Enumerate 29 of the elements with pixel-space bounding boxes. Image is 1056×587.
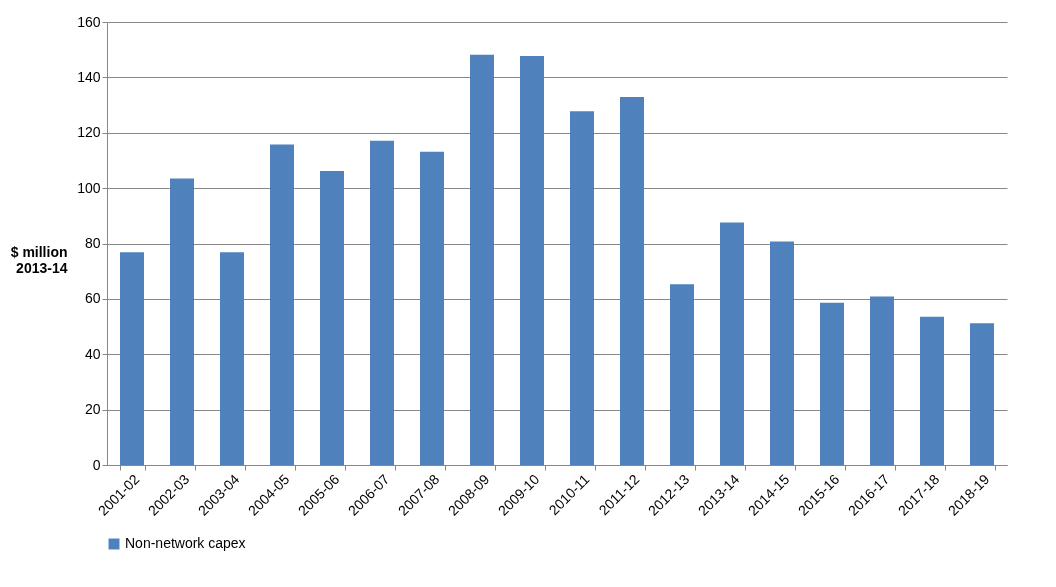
y-tick-label: 0: [92, 456, 101, 473]
y-tick-label: 80: [84, 235, 101, 251]
bar: [570, 111, 594, 465]
bar: [770, 241, 794, 465]
bar: [520, 56, 544, 465]
bar: [320, 170, 344, 465]
bar: [270, 144, 294, 465]
bar: [820, 302, 844, 465]
bar: [470, 54, 494, 465]
y-tick-label: 60: [84, 290, 101, 307]
y-axis-title: $ million 2013-14: [10, 243, 68, 276]
bar: [970, 323, 994, 465]
y-tick-label: 40: [84, 345, 101, 362]
bar: [620, 97, 644, 465]
bar: [370, 140, 394, 465]
y-tick-label: 100: [77, 179, 101, 196]
bar: [220, 252, 244, 465]
bar: [420, 151, 444, 465]
bar: [870, 296, 894, 465]
bar: [720, 222, 744, 465]
legend-label: Non-network capex: [125, 535, 246, 551]
bar: [120, 252, 144, 465]
bar: [670, 284, 694, 465]
bar: [170, 178, 194, 465]
bar: [920, 316, 944, 465]
y-tick-label: 140: [77, 68, 101, 85]
y-tick-label: 160: [77, 13, 101, 30]
y-tick-label: 120: [77, 124, 101, 141]
y-tick-label: 20: [84, 401, 101, 418]
